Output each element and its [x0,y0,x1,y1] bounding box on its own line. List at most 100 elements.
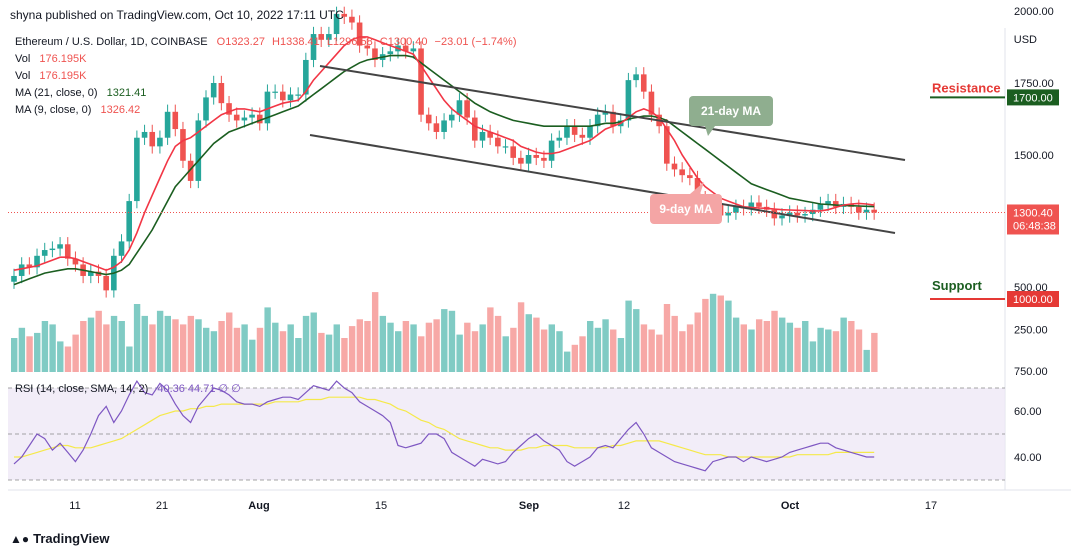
volume-bar [540,329,548,372]
symbol-legend-row: Ethereum / U.S. Dollar, 1D, COINBASE O13… [15,36,517,48]
ma9-callout-pointer [690,182,704,194]
candle-body [372,48,378,60]
legend-vol-1[interactable]: Vol 176.195K [15,53,86,65]
volume-bar [103,324,110,372]
candle-body [832,201,839,207]
candle-body [679,169,685,176]
ohlc-change: −23.01 (−1.74%) [434,36,517,48]
bar-countdown: 06:48:38 [1013,220,1056,232]
candle-body [303,59,309,95]
candle-body [587,126,593,138]
volume-bar [786,322,794,372]
volume-bar [748,329,755,372]
volume-bar [825,329,832,372]
candle-body [602,111,609,115]
legend-label: Vol [15,53,31,65]
candle-body [195,120,202,181]
candle-body [441,120,447,132]
candle-body [525,155,532,164]
ma21-callout [689,96,773,126]
tradingview-footer[interactable]: ▲● TradingView [10,531,109,546]
volume-bar [771,310,778,372]
volume-bar [671,315,678,372]
candle-body [280,91,286,101]
volume-bar [387,322,394,372]
volume-bar [755,319,763,372]
candle-body [786,212,793,216]
legend-label: MA (21, close, 0) [15,87,98,99]
candle-body [134,137,140,202]
rsi-tick-label: 60.00 [1014,406,1042,418]
volume-bar [18,327,26,372]
candle-body [364,45,371,49]
volume-bar [218,321,225,372]
time-tick-label: Aug [248,500,269,512]
volume-bar [471,331,479,372]
volume-bar [640,324,648,372]
candle-body [57,244,63,249]
time-tick-label: Sep [519,500,539,512]
volume-bar [679,331,686,372]
candle-body [118,241,125,256]
price-tick-label: 1750.00 [1014,78,1054,90]
candle-body [333,13,340,35]
volume-bar [318,332,325,372]
volume-bar [487,307,494,372]
volume-bar [579,336,586,372]
volume-bar [249,339,256,372]
volume-bar [510,327,517,372]
legend-vol-2[interactable]: Vol 176.195K [15,70,86,82]
legend-ma9[interactable]: MA (9, close, 0) 1326.42 [15,104,140,116]
candle-body [256,114,263,124]
support-value: 1000.00 [1013,294,1053,306]
legend-rsi[interactable]: RSI (14, close, SMA, 14, 2) 40.36 44.71 … [15,382,241,395]
symbol-title[interactable]: Ethereum / U.S. Dollar, 1D, COINBASE [15,36,208,48]
volume-bar [302,315,310,372]
candle-body [779,215,785,219]
candle-body [733,206,739,213]
volume-bar [479,324,486,372]
volume-bar [341,338,348,372]
ohlc-low: L1296.58 [326,36,373,48]
candle-body [41,250,48,256]
time-tick-label: 21 [156,500,168,512]
ohlc-open: O1323.27 [216,36,265,48]
volume-bar [732,317,740,372]
volume-bar [694,312,701,372]
legend-value: 1326.42 [100,104,141,116]
volume-bar [848,321,855,372]
trendline-upper [319,65,906,161]
candle-body [149,131,156,147]
volume-bar [433,319,440,372]
volume-bar [441,309,448,372]
volume-bar [418,336,425,372]
volume-bar [840,317,847,372]
candle-body [141,131,148,138]
candle-body [687,175,693,179]
candle-body [203,97,209,121]
candle-body [349,16,355,23]
volume-bar [95,310,102,372]
currency-label[interactable]: USD [1013,34,1037,46]
volume-bar [11,338,18,372]
candle-body [241,117,248,121]
resistance-price-box [1007,89,1059,106]
volume-bar [264,307,271,372]
volume-bar [832,331,840,372]
candle-body [871,209,877,213]
candle-body [356,22,363,46]
volume-bar [809,341,817,372]
volume-bar [333,324,340,372]
candle-body [341,13,348,17]
candle-body [103,275,109,291]
footer-label: TradingView [33,531,110,546]
volume-bar [356,319,363,372]
volume-bar [310,312,317,372]
volume-bar [371,292,379,372]
candle-body [610,111,616,127]
rsi-line [13,379,875,472]
volume-bar [563,351,571,372]
volume-bar [502,336,509,372]
legend-ma21[interactable]: MA (21, close, 0) 1321.41 [15,87,146,99]
